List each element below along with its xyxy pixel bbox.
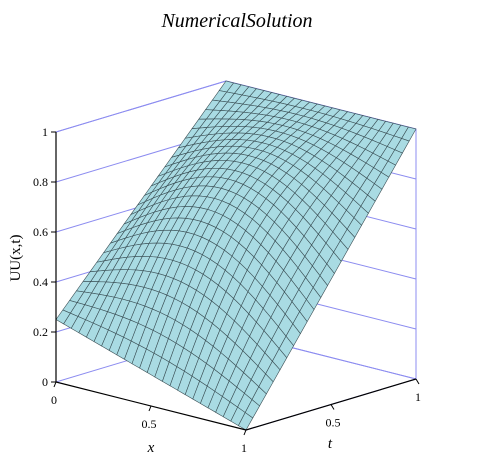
z-tick-label: 1	[42, 125, 48, 139]
z-tick-labels: 0 0.2 0.4 0.6 0.8 1	[33, 125, 56, 389]
z-tick-label: 0.6	[33, 225, 48, 239]
x-tick-labels: 00.51	[51, 381, 247, 455]
z-tick-label: 0	[42, 375, 48, 389]
z-axis-label: UU(x,t)	[8, 234, 24, 281]
t-tick	[330, 404, 335, 410]
z-gridline	[55, 80, 227, 133]
surface-patch	[238, 412, 254, 431]
z-tick-label: 0.8	[33, 175, 48, 189]
t-tick-label: 1	[415, 390, 421, 404]
chart-title: NumericalSolution	[160, 10, 312, 32]
t-tick-label: 0.5	[326, 416, 341, 430]
x-tick	[243, 429, 247, 436]
x-tick	[148, 405, 152, 412]
t-axis-label: t	[328, 436, 333, 452]
t-tick	[415, 378, 420, 385]
x-tick-label: 0	[51, 393, 57, 407]
z-tick-label: 0.4	[33, 275, 48, 289]
x-tick	[53, 381, 57, 388]
x-tick-label: 0.5	[142, 417, 157, 431]
z-tick-label: 0.2	[33, 325, 48, 339]
t-tick-labels: 0.51	[326, 378, 421, 430]
x-axis-label: x	[147, 440, 155, 456]
x-tick-label: 1	[241, 441, 247, 455]
surface-mesh	[55, 80, 417, 431]
